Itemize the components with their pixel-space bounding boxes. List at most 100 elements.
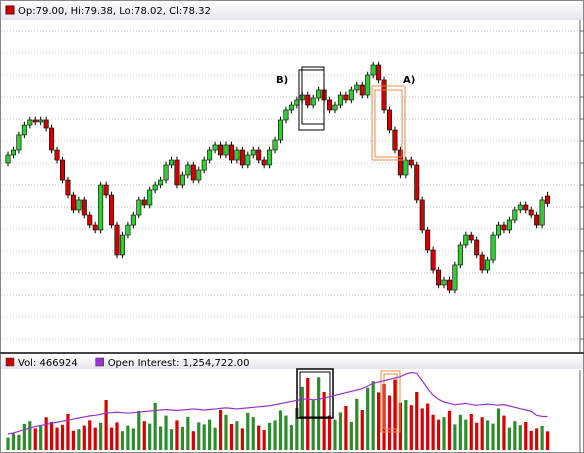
candle-body [27, 119, 33, 126]
legend-label: Open Interest: 1,254,722.00 [108, 358, 250, 369]
candle-body [130, 214, 136, 226]
candle-body [403, 159, 409, 176]
candle-body [179, 174, 185, 186]
volume-bar [208, 419, 212, 450]
volume-bar [284, 415, 288, 450]
candle-body [392, 129, 398, 151]
volume-bar [268, 422, 272, 450]
volume-bar [371, 381, 375, 450]
candle-body [38, 119, 44, 123]
candle-body [485, 259, 491, 271]
candle-body [152, 184, 158, 191]
candle-body [98, 184, 104, 231]
volume-bar [88, 420, 92, 450]
candle-body [490, 234, 496, 261]
price-legend-swatch [5, 5, 15, 15]
candle-body [54, 149, 60, 161]
candle-body [430, 249, 436, 271]
candle-body [92, 224, 98, 231]
volume-bar [311, 400, 315, 450]
volume-bar [377, 392, 381, 450]
candle-body [359, 84, 365, 96]
volume-bar [273, 420, 277, 450]
candle-body [436, 269, 442, 286]
candle-body [267, 149, 273, 166]
volume-bar [306, 378, 310, 450]
candle-body [512, 209, 518, 221]
volume-bar [55, 427, 59, 450]
volume-bar [513, 421, 517, 450]
volume-bar [507, 427, 511, 450]
candle-body [310, 97, 316, 106]
candle-body [16, 134, 22, 151]
volume-bar [545, 431, 550, 450]
box-a [371, 85, 406, 433]
candle-body [43, 119, 49, 129]
volume-bar [426, 403, 430, 450]
candle-body [354, 84, 360, 91]
volume-bar [39, 426, 43, 450]
volume-bar [453, 424, 457, 450]
candle-body [256, 149, 262, 161]
volume-bar [126, 425, 130, 450]
candle-body [332, 104, 338, 111]
candle-body [207, 149, 213, 161]
volume-bar [502, 415, 506, 450]
volume-bar [235, 421, 239, 450]
volume-bar [475, 422, 479, 450]
candle-body [523, 204, 529, 211]
volume-bar [50, 422, 54, 450]
volume-bar [524, 422, 528, 450]
volume-bar [355, 398, 359, 450]
volume-bar [458, 414, 462, 450]
candle-body [185, 164, 191, 176]
volume-bar [431, 414, 435, 450]
candle-body [228, 144, 234, 161]
volume-bar [197, 422, 201, 450]
volume-bar [333, 419, 337, 450]
volume-bar [202, 424, 206, 450]
volume-bar [60, 424, 65, 450]
candle-body [408, 159, 414, 166]
volume-bar [366, 387, 370, 450]
candle-body [261, 159, 267, 166]
candle-body [294, 99, 300, 106]
volume-header-bar [1, 355, 583, 369]
candle-body [239, 149, 245, 166]
volume-bar [44, 417, 48, 450]
candle-body [218, 144, 224, 156]
candle-body [201, 159, 207, 171]
candle-body [337, 94, 343, 106]
candle-body [114, 224, 120, 256]
candle-body [245, 154, 251, 166]
candle-body [545, 195, 551, 204]
volume-bar [28, 421, 32, 450]
volume-bar [535, 428, 539, 450]
candle-body [425, 229, 431, 251]
candle-body [234, 149, 240, 161]
volume-bar [295, 408, 299, 450]
price-header-bar [1, 1, 583, 20]
volume-bar [191, 431, 195, 450]
candle-body [163, 164, 169, 181]
candle-body [272, 139, 278, 151]
box-b [296, 66, 334, 419]
candle-body [65, 179, 71, 196]
candle-body [376, 64, 382, 81]
candle-body [223, 144, 229, 156]
candle-body [59, 159, 65, 181]
volume-bar [33, 428, 37, 450]
volume-bar [153, 402, 157, 450]
candle-body [10, 149, 16, 156]
candle-body [141, 199, 147, 206]
candle-body [539, 199, 545, 226]
volume-bar [17, 434, 21, 450]
volume-bar [115, 422, 119, 450]
volume-bar [360, 410, 364, 450]
volume-bar [338, 412, 343, 450]
volume-bar [491, 423, 495, 450]
volume-bar [289, 425, 293, 450]
volume-bar [93, 427, 97, 450]
candle-body [474, 239, 480, 256]
volume-bar [142, 421, 146, 450]
